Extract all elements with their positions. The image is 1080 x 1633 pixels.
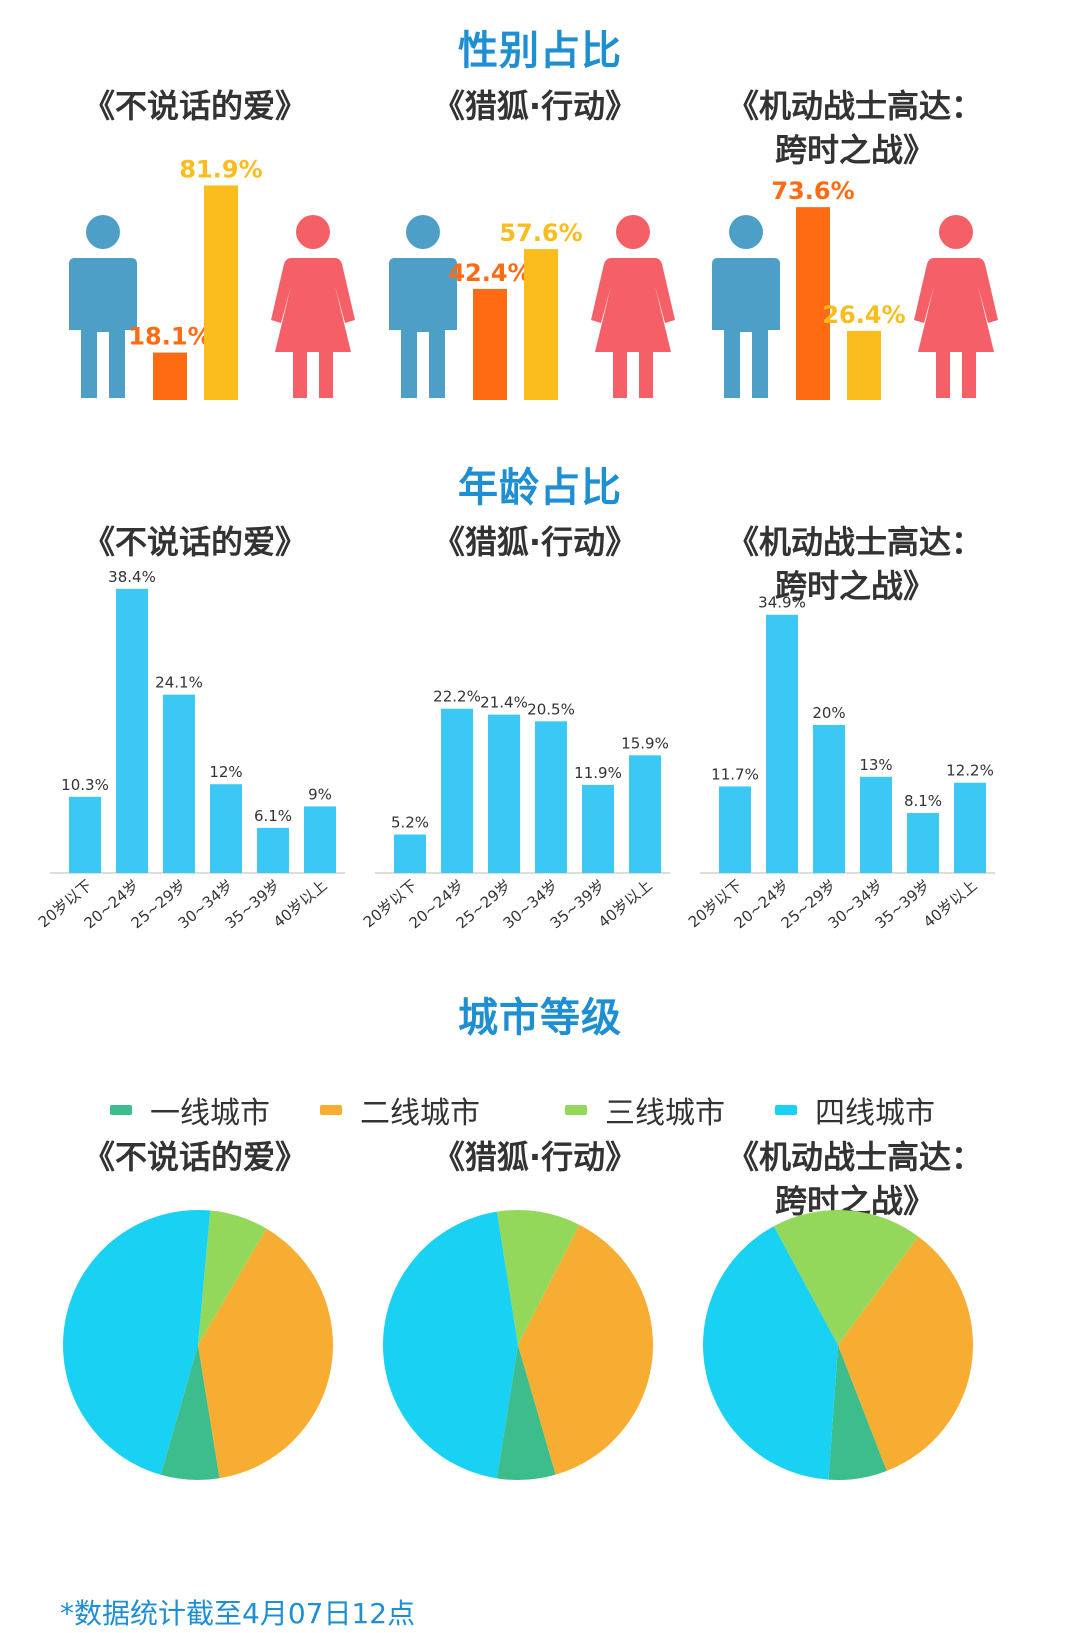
- age-bar: [394, 835, 426, 873]
- male-icon: [69, 215, 137, 398]
- female-percentage-label: 57.6%: [499, 219, 582, 247]
- age-value-label: 12.2%: [946, 762, 994, 780]
- age-value-label: 20.5%: [527, 700, 575, 718]
- age-value-label: 11.7%: [711, 765, 759, 783]
- female-percentage-bar: [847, 331, 881, 400]
- age-bar: [766, 615, 798, 873]
- female-icon: [914, 215, 998, 398]
- person-head: [729, 215, 763, 249]
- age-bar: [813, 725, 845, 873]
- age-bar: [304, 806, 336, 873]
- person-head: [406, 215, 440, 249]
- age-tick-label: 40岁以上: [595, 876, 656, 931]
- person-head: [86, 215, 120, 249]
- male-percentage-label: 18.1%: [128, 323, 211, 351]
- female-percentage-bar: [524, 249, 558, 400]
- age-tick-label: 40岁以上: [270, 876, 331, 931]
- male-percentage-bar: [473, 289, 507, 400]
- age-bar: [535, 721, 567, 873]
- age-bar: [210, 784, 242, 873]
- age-value-label: 11.9%: [574, 764, 622, 782]
- person-body: [389, 258, 457, 398]
- age-tick-label: 40岁以上: [920, 876, 981, 931]
- age-value-label: 6.1%: [254, 807, 292, 825]
- female-percentage-label: 26.4%: [822, 301, 905, 329]
- pie-slice-tier4: [383, 1212, 518, 1479]
- person-body: [591, 258, 675, 398]
- person-body: [712, 258, 780, 398]
- person-head: [939, 215, 973, 249]
- age-value-label: 20%: [812, 704, 845, 722]
- person-body: [69, 258, 137, 398]
- age-value-label: 10.3%: [61, 776, 109, 794]
- male-icon: [712, 215, 780, 398]
- male-percentage-bar: [153, 353, 187, 400]
- age-value-label: 13%: [859, 756, 892, 774]
- age-bar: [907, 813, 939, 873]
- female-icon: [271, 215, 355, 398]
- age-value-label: 38.4%: [108, 568, 156, 586]
- male-percentage-label: 73.6%: [771, 177, 854, 205]
- age-value-label: 5.2%: [391, 814, 429, 832]
- female-percentage-label: 81.9%: [179, 155, 262, 183]
- male-percentage-label: 42.4%: [448, 259, 531, 287]
- person-body: [271, 258, 355, 398]
- age-value-label: 9%: [308, 785, 332, 803]
- age-bar: [719, 786, 751, 873]
- age-bar: [69, 797, 101, 873]
- age-bar: [163, 695, 195, 873]
- age-value-label: 24.1%: [155, 674, 203, 692]
- age-value-label: 34.9%: [758, 594, 806, 612]
- age-bar: [257, 828, 289, 873]
- person-head: [296, 215, 330, 249]
- female-percentage-bar: [204, 185, 238, 400]
- age-value-label: 8.1%: [904, 792, 942, 810]
- person-body: [914, 258, 998, 398]
- age-bar: [441, 709, 473, 873]
- age-value-label: 21.4%: [480, 694, 528, 712]
- female-icon: [591, 215, 675, 398]
- male-icon: [389, 215, 457, 398]
- age-bar: [488, 715, 520, 873]
- age-bar: [116, 589, 148, 873]
- age-value-label: 15.9%: [621, 734, 669, 752]
- age-bar: [629, 755, 661, 873]
- age-bar: [860, 777, 892, 873]
- age-bar: [582, 785, 614, 873]
- age-value-label: 12%: [209, 763, 242, 781]
- person-head: [616, 215, 650, 249]
- footnote: *数据统计截至4月07日12点: [60, 1592, 415, 1632]
- age-value-label: 22.2%: [433, 688, 481, 706]
- age-bar: [954, 783, 986, 873]
